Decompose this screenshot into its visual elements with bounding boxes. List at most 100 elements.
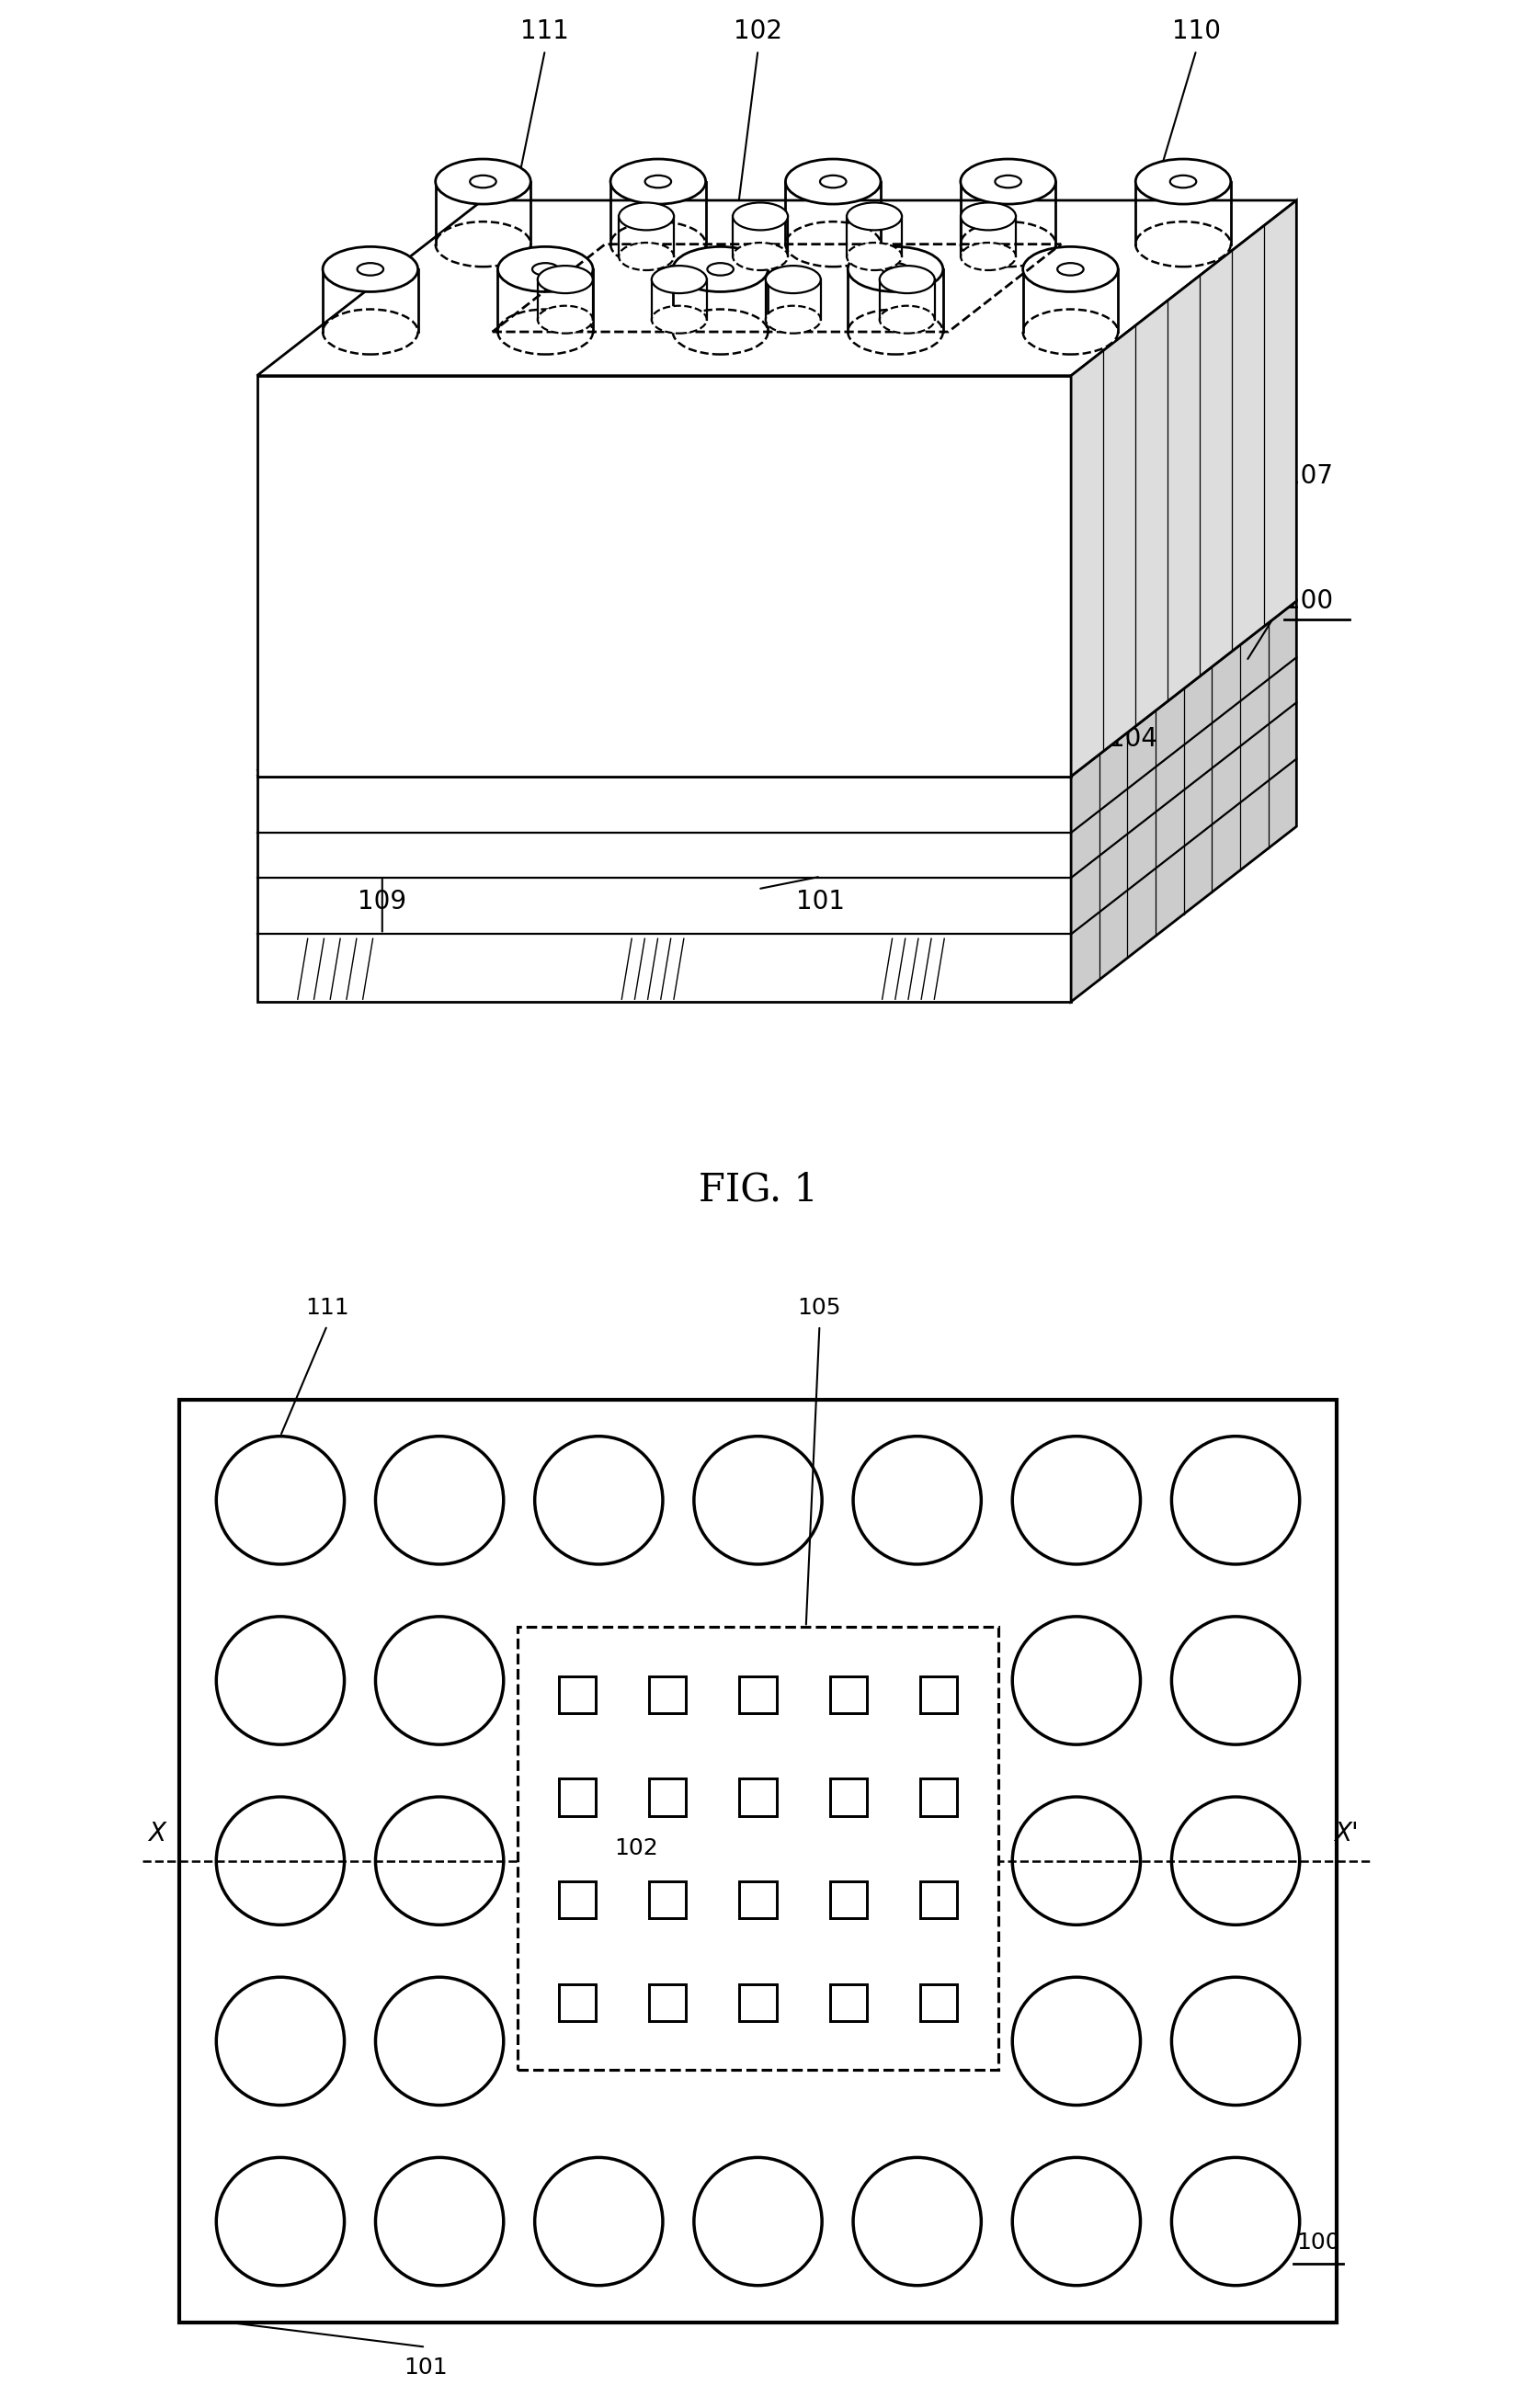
Ellipse shape <box>961 243 1015 270</box>
Circle shape <box>694 2158 821 2285</box>
Bar <box>830 1780 867 1816</box>
Bar <box>648 1676 685 1712</box>
Ellipse shape <box>538 306 592 332</box>
Ellipse shape <box>673 246 768 291</box>
Circle shape <box>1012 1977 1139 2105</box>
Ellipse shape <box>879 265 935 294</box>
Ellipse shape <box>1135 159 1230 205</box>
Text: 102: 102 <box>733 19 782 43</box>
Text: 102: 102 <box>614 1837 658 1859</box>
Bar <box>648 1881 685 1919</box>
Bar <box>830 1881 867 1919</box>
Ellipse shape <box>651 306 706 332</box>
Ellipse shape <box>961 159 1054 205</box>
Circle shape <box>1171 1796 1298 1924</box>
Circle shape <box>217 1796 344 1924</box>
Ellipse shape <box>611 222 706 267</box>
Ellipse shape <box>435 159 530 205</box>
Circle shape <box>694 1435 821 1565</box>
Circle shape <box>217 2158 344 2285</box>
Bar <box>558 1780 595 1816</box>
Circle shape <box>1171 1977 1298 2105</box>
Bar <box>920 1881 957 1919</box>
Ellipse shape <box>708 262 733 275</box>
Polygon shape <box>1071 602 1295 1002</box>
Ellipse shape <box>497 246 592 291</box>
Ellipse shape <box>961 202 1015 231</box>
Bar <box>739 1881 776 1919</box>
Ellipse shape <box>358 262 383 275</box>
Circle shape <box>1012 2158 1139 2285</box>
Ellipse shape <box>470 176 495 188</box>
Circle shape <box>376 1796 503 1924</box>
Ellipse shape <box>1057 262 1083 275</box>
Ellipse shape <box>1023 246 1118 291</box>
Text: 109: 109 <box>358 889 406 915</box>
Ellipse shape <box>765 265 820 294</box>
Bar <box>518 1628 997 2071</box>
Ellipse shape <box>673 308 768 354</box>
Ellipse shape <box>994 176 1021 188</box>
Bar <box>179 1399 1336 2321</box>
Circle shape <box>535 1435 662 1565</box>
Polygon shape <box>1071 200 1295 775</box>
Bar <box>739 1780 776 1816</box>
Text: 110: 110 <box>1171 19 1220 43</box>
Text: 111: 111 <box>305 1298 348 1320</box>
Text: 105: 105 <box>797 1298 841 1320</box>
Bar <box>558 1984 595 2020</box>
Ellipse shape <box>847 308 942 354</box>
Ellipse shape <box>847 202 901 231</box>
Circle shape <box>376 1616 503 1743</box>
Text: 101: 101 <box>403 2357 447 2379</box>
Bar <box>739 1984 776 2020</box>
Ellipse shape <box>879 306 935 332</box>
Ellipse shape <box>882 262 907 275</box>
Text: 104: 104 <box>1107 725 1156 751</box>
Circle shape <box>1171 1435 1298 1565</box>
Bar <box>920 1780 957 1816</box>
Polygon shape <box>258 200 1295 376</box>
Text: X: X <box>148 1820 167 1847</box>
Bar <box>830 1984 867 2020</box>
Ellipse shape <box>1170 176 1195 188</box>
Text: 100: 100 <box>1283 588 1332 614</box>
Ellipse shape <box>847 246 942 291</box>
Ellipse shape <box>435 222 530 267</box>
Text: 111: 111 <box>521 19 570 43</box>
Ellipse shape <box>732 243 788 270</box>
Circle shape <box>217 1435 344 1565</box>
Polygon shape <box>258 775 1071 1002</box>
Ellipse shape <box>611 159 706 205</box>
Circle shape <box>217 1977 344 2105</box>
Circle shape <box>376 1435 503 1565</box>
Ellipse shape <box>1023 308 1118 354</box>
Ellipse shape <box>961 222 1054 267</box>
Bar <box>830 1676 867 1712</box>
Ellipse shape <box>618 243 674 270</box>
Bar <box>558 1676 595 1712</box>
Circle shape <box>1171 1616 1298 1743</box>
Bar <box>558 1881 595 1919</box>
Bar <box>648 1780 685 1816</box>
Ellipse shape <box>1135 222 1230 267</box>
Ellipse shape <box>765 306 820 332</box>
Ellipse shape <box>323 308 418 354</box>
Ellipse shape <box>497 308 592 354</box>
Circle shape <box>1012 1435 1139 1565</box>
Circle shape <box>853 1435 980 1565</box>
Ellipse shape <box>651 265 706 294</box>
Ellipse shape <box>732 202 788 231</box>
Circle shape <box>1012 1796 1139 1924</box>
Ellipse shape <box>538 265 592 294</box>
Text: 101: 101 <box>795 889 844 915</box>
Ellipse shape <box>785 222 880 267</box>
Circle shape <box>376 2158 503 2285</box>
Bar <box>920 1676 957 1712</box>
Text: 107: 107 <box>1283 462 1332 489</box>
Bar <box>648 1984 685 2020</box>
Ellipse shape <box>618 202 674 231</box>
Ellipse shape <box>644 176 671 188</box>
Bar <box>739 1676 776 1712</box>
Circle shape <box>1171 2158 1298 2285</box>
